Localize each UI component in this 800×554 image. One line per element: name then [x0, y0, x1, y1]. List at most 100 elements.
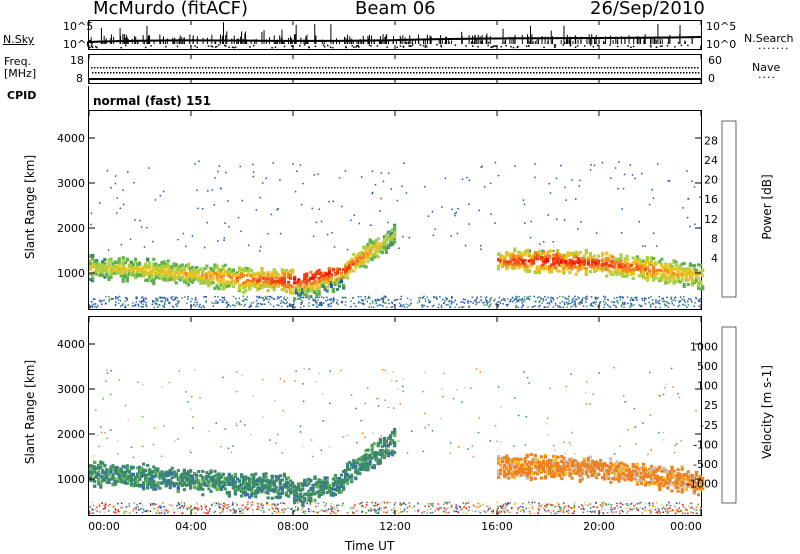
echo-noise-cell: [561, 300, 563, 303]
echo-noise-cell: [383, 302, 386, 304]
echo-cell: [99, 272, 103, 276]
echo-noise-cell: [572, 300, 574, 303]
echo-cell: [344, 265, 348, 269]
echo-noise-cell: [322, 302, 325, 304]
nsearch-dot: [323, 46, 326, 48]
echo-noise-cell: [157, 510, 159, 512]
echo-cell: [105, 270, 109, 274]
echo-cell: [625, 272, 629, 276]
echo-cell: [523, 258, 527, 262]
echo-speckle-cell: [224, 222, 226, 224]
echo-cell: [574, 260, 578, 263]
nave-dot: [440, 72, 442, 74]
echo-noise-cell: [403, 510, 405, 512]
echo-cell: [268, 278, 272, 281]
echo-cell: [244, 280, 248, 284]
echo-noise-cell: [446, 503, 448, 505]
echo-cell: [91, 262, 95, 266]
echo-cell: [546, 254, 550, 258]
nave-dot: [587, 72, 589, 74]
echo-noise-cell: [409, 303, 412, 306]
nsearch-dot: [410, 45, 412, 48]
echo-noise-cell: [682, 506, 685, 508]
echo-cell: [623, 267, 627, 271]
echo-speckle-cell: [634, 177, 636, 180]
echo-noise-cell: [181, 512, 183, 515]
echo-cell: [129, 272, 133, 276]
echo-noise-cell: [264, 295, 267, 298]
echo-noise-cell: [141, 506, 143, 508]
echo-noise-cell: [168, 509, 170, 512]
echo-cell: [142, 265, 146, 269]
echo-noise-cell: [544, 505, 546, 507]
echo-noise-cell: [293, 303, 295, 305]
echo-cell: [182, 268, 186, 272]
echo-cell: [337, 284, 342, 288]
echo-noise-cell: [341, 505, 343, 507]
echo-cell: [225, 271, 229, 275]
echo-noise-cell: [559, 295, 561, 298]
echo-noise-cell: [234, 305, 236, 307]
nave-dot: [107, 72, 109, 74]
echo-noise-cell: [455, 504, 458, 506]
echo-noise-cell: [113, 505, 115, 508]
echo-cell: [374, 249, 378, 253]
echo-cell: [142, 270, 146, 273]
echo-noise-cell: [404, 503, 407, 506]
echo-noise-cell: [408, 506, 411, 508]
echo-cell: [254, 273, 258, 277]
echo-noise-cell: [629, 508, 631, 511]
echo-cell: [240, 283, 244, 287]
echo-noise-cell: [562, 509, 564, 511]
echo-noise-cell: [247, 507, 250, 510]
echo-noise-cell: [594, 297, 597, 299]
echo-noise-cell: [457, 505, 459, 507]
echo-noise-cell: [679, 296, 682, 298]
echo-cell: [278, 282, 282, 285]
echo-noise-cell: [655, 301, 657, 304]
echo-noise-cell: [203, 296, 205, 298]
echo-noise-cell: [423, 304, 425, 307]
nave-dot: [470, 72, 472, 74]
echo-noise-cell: [137, 506, 139, 508]
echo-noise-cell: [214, 295, 216, 298]
nave-dot: [592, 67, 594, 69]
echo-noise-cell: [444, 502, 446, 504]
echo-noise-cell: [557, 510, 559, 513]
nave-dot: [680, 72, 682, 74]
echo-cell: [690, 264, 694, 268]
echo-noise-cell: [194, 299, 197, 301]
echo-noise-cell: [487, 508, 490, 510]
echo-speckle-cell: [638, 221, 640, 223]
echo-cell: [607, 269, 611, 273]
echo-speckle-cell: [217, 170, 219, 173]
echo-noise-cell: [695, 512, 697, 515]
echo-cell: [529, 255, 533, 259]
echo-speckle-cell: [577, 228, 579, 230]
echo-cell: [142, 273, 146, 277]
echo-cell: [217, 287, 221, 291]
nave-dot: [313, 67, 315, 69]
nave-dot: [583, 67, 585, 69]
echo-cell: [625, 270, 629, 274]
echo-cell: [117, 268, 121, 272]
nsearch-dot: [96, 46, 98, 49]
echo-cell: [133, 266, 138, 270]
echo-cell: [364, 248, 368, 252]
echo-noise-cell: [662, 300, 664, 303]
nsearch-dot: [210, 45, 212, 47]
echo-noise-cell: [629, 306, 631, 309]
nave-dot: [295, 67, 297, 69]
echo-noise-cell: [259, 302, 262, 305]
echo-cell: [207, 281, 211, 285]
echo-noise-cell: [362, 299, 364, 302]
echo-speckle-cell: [589, 169, 592, 171]
echo-cell: [350, 260, 354, 264]
echo-cell: [576, 252, 580, 256]
echo-cell: [588, 264, 592, 268]
echo-cell: [599, 266, 603, 270]
echo-noise-cell: [301, 296, 304, 299]
echo-noise-cell: [443, 511, 446, 513]
echo-cell: [701, 268, 705, 272]
echo-noise-cell: [300, 306, 302, 309]
